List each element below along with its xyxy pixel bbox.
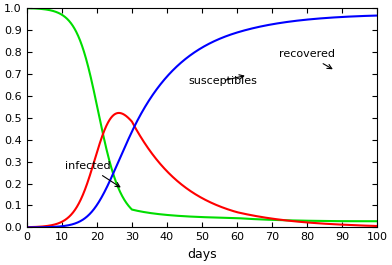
Text: recovered: recovered xyxy=(279,50,335,69)
Text: susceptibles: susceptibles xyxy=(188,75,257,86)
X-axis label: days: days xyxy=(187,248,217,261)
Text: infected: infected xyxy=(65,161,120,187)
